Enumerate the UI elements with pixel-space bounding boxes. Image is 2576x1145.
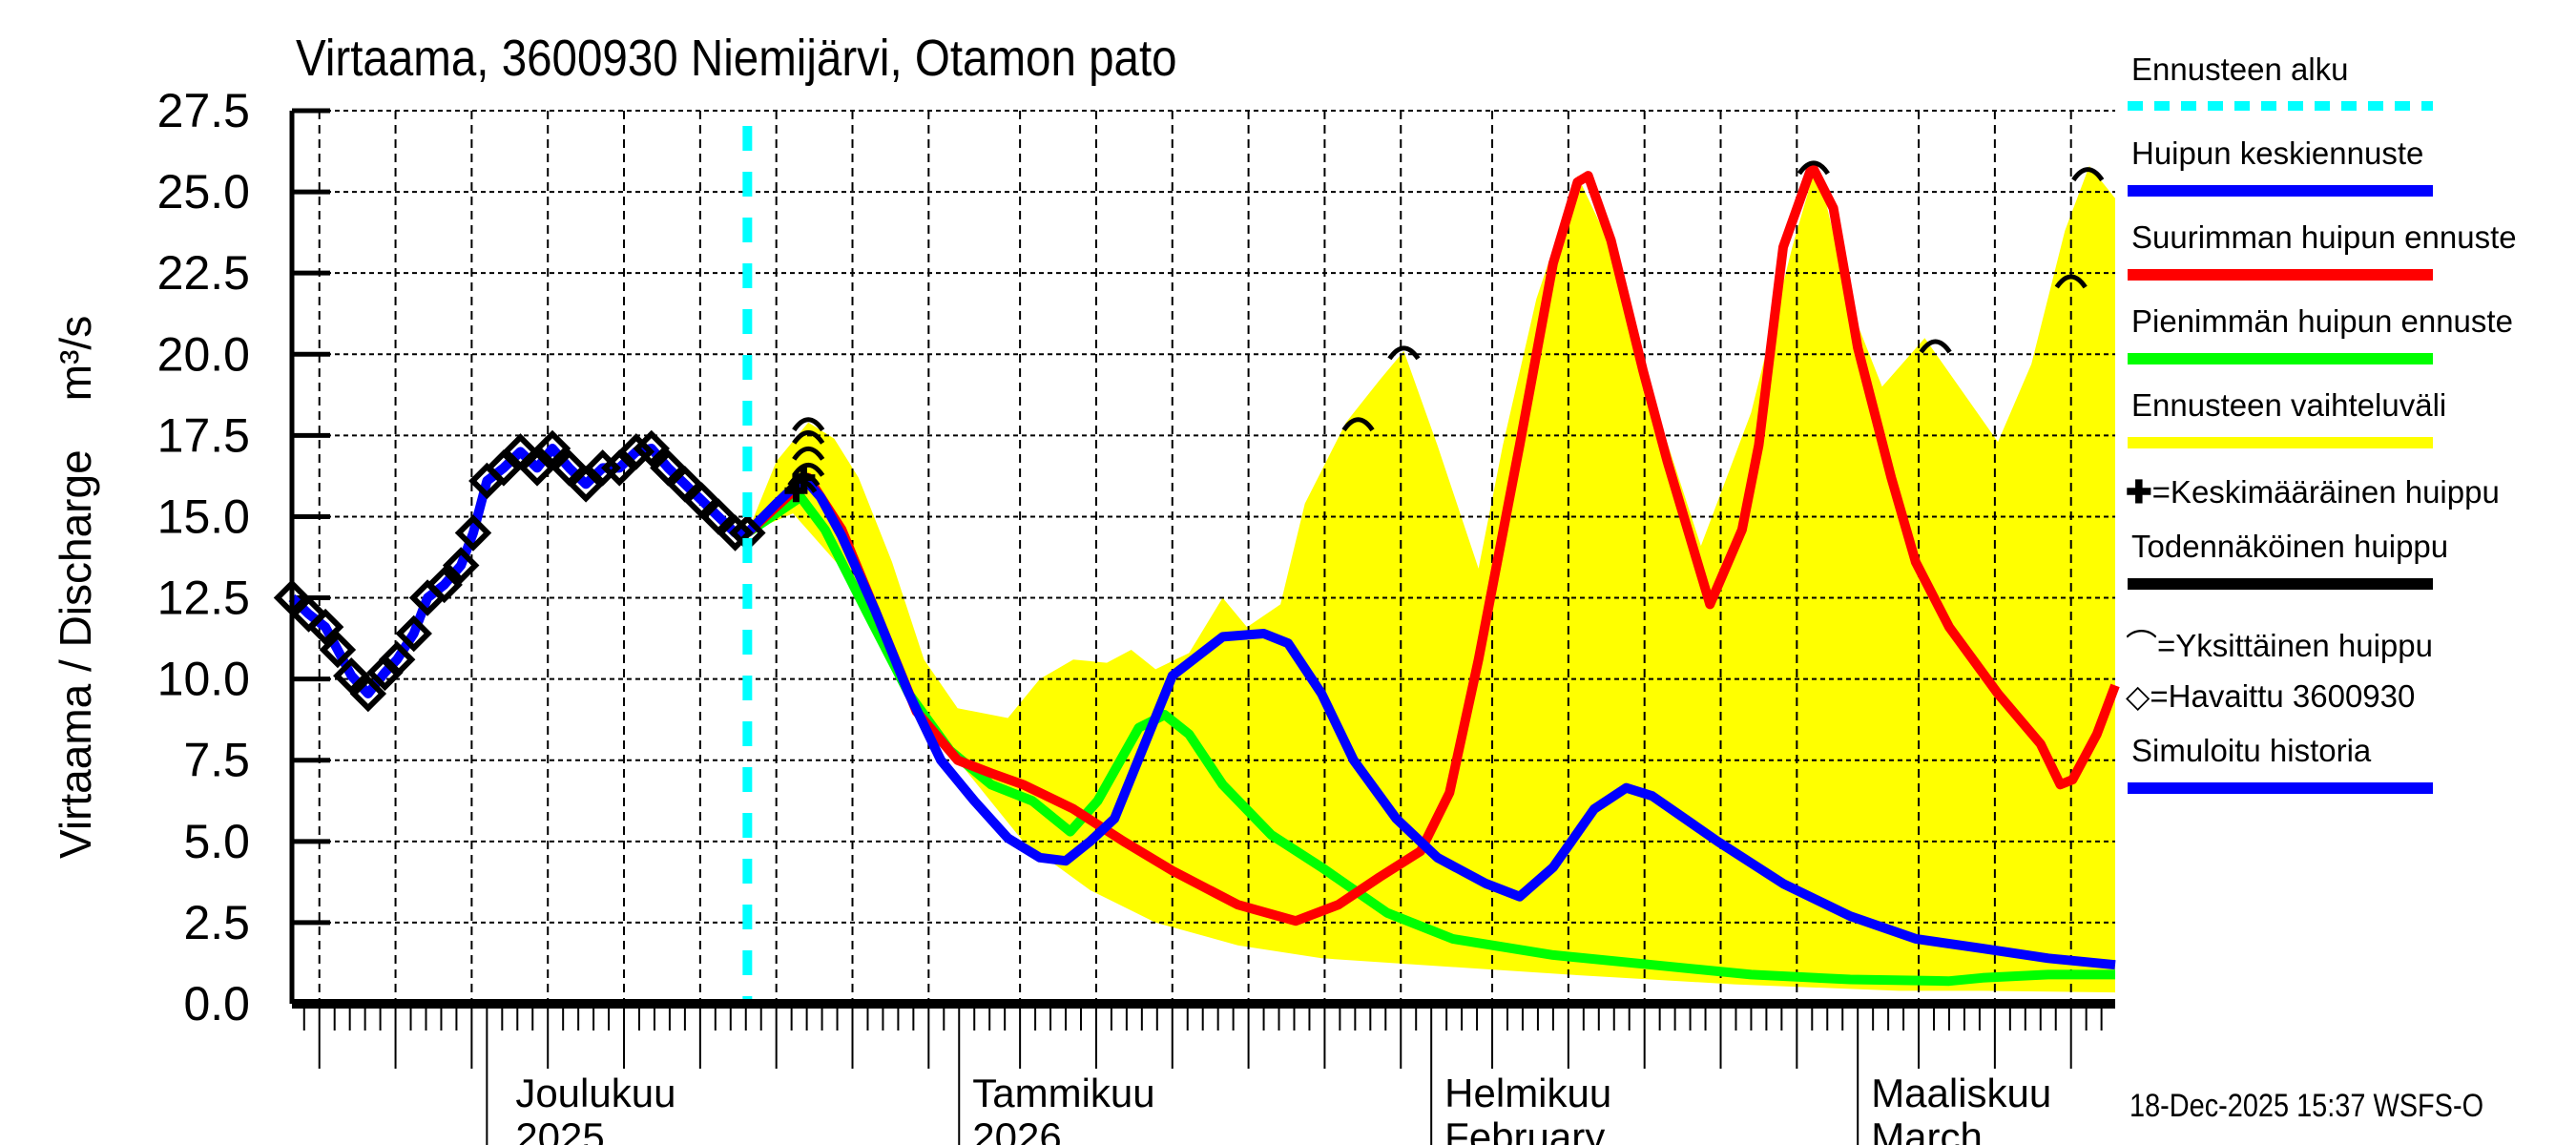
legend-label: =Havaittu 3600930	[2150, 678, 2416, 714]
observed-point	[454, 514, 492, 552]
legend-label: Ennusteen vaihteluväli	[2131, 387, 2447, 423]
month-label: Tammikuu	[972, 1071, 1154, 1115]
diamond-icon: ◇	[2126, 678, 2150, 714]
individual-peak-marker	[787, 472, 821, 488]
individual-peak-marker	[784, 478, 818, 493]
observed-point	[699, 498, 737, 535]
observed-point	[485, 449, 523, 487]
observed-point	[442, 547, 480, 584]
month-label: Joulukuu	[515, 1071, 675, 1115]
observed-point	[633, 429, 671, 468]
individual-peak-marker	[2071, 167, 2105, 182]
individual-peak-marker	[792, 429, 825, 445]
observed-point	[666, 466, 704, 503]
legend-line	[2128, 353, 2433, 364]
observed-point	[395, 614, 432, 653]
series-line-simuloitu-historia	[288, 444, 748, 698]
individual-peak-marker	[792, 446, 825, 461]
legend-line	[2128, 782, 2433, 794]
y-axis-label: Virtaama / Discharge m³/s	[51, 315, 100, 859]
legend-label: =Keskimääräinen huippu	[2151, 474, 2500, 510]
series-line-suurimman-huipun-ennuste	[744, 160, 2120, 926]
legend-label: Todennäköinen huippu	[2131, 529, 2449, 564]
individual-peak-marker	[1919, 339, 1952, 354]
individual-peak-marker	[1797, 160, 1830, 176]
legend-min-forecast: Pienimmän huipun ennuste	[2126, 300, 2574, 384]
observed-point	[378, 640, 416, 678]
legend-line	[2128, 437, 2433, 448]
observed-point	[426, 566, 463, 604]
year-label: 2025	[515, 1114, 604, 1145]
chart-title: Virtaama, 3600930 Niemijärvi, Otamon pat…	[296, 30, 1177, 87]
y-tick-label: 17.5	[157, 408, 250, 462]
legend-dashed-line	[2128, 101, 2433, 111]
legend-max-forecast: Suurimman huipun ennuste	[2126, 216, 2574, 300]
observed-point	[333, 656, 370, 695]
y-tick-label: 2.5	[183, 896, 250, 949]
series-line-huipun-keskiennuste	[743, 472, 2116, 970]
legend-label: Suurimman huipun ennuste	[2131, 219, 2517, 255]
legend-range: Ennusteen vaihteluväli	[2126, 384, 2574, 468]
observed-point	[551, 449, 588, 487]
legend-label: Pienimmän huipun ennuste	[2131, 303, 2513, 339]
month-label: Maaliskuu	[1871, 1071, 2051, 1115]
legend-line	[2128, 578, 2433, 590]
individual-peak-marker	[1341, 417, 1375, 432]
y-tick-label: 20.0	[157, 327, 250, 381]
y-tick-label: 22.5	[157, 246, 250, 300]
y-tick-label: 25.0	[157, 165, 250, 219]
legend-simulated-history: Simuloitu historia	[2126, 729, 2574, 813]
observed-point	[717, 514, 754, 552]
individual-peak-marker	[792, 417, 825, 432]
arc-icon: ⌒	[2126, 628, 2157, 663]
observed-point	[502, 433, 539, 470]
legend-forecast-start: Ennusteen alku	[2126, 48, 2574, 132]
legend: Ennusteen alku Huipun keskiennuste Suuri…	[2126, 48, 2574, 813]
forecast-range-band	[747, 162, 2115, 993]
month-label: Helmikuu	[1444, 1071, 1611, 1115]
individual-peak-marker	[2054, 274, 2088, 289]
legend-mean-forecast: Huipun keskiennuste	[2126, 132, 2574, 216]
y-tick-label: 0.0	[183, 977, 250, 1030]
y-tick-label: 12.5	[157, 572, 250, 625]
observed-point	[306, 608, 344, 646]
y-tick-label: 15.0	[157, 489, 250, 543]
plus-icon: ✚	[2126, 474, 2152, 510]
legend-line	[2128, 269, 2433, 281]
legend-line	[2128, 185, 2433, 197]
observed-point	[601, 449, 638, 487]
y-tick-label: 27.5	[157, 84, 250, 137]
observed-point	[349, 675, 387, 713]
year-label: 2026	[972, 1114, 1061, 1145]
legend-single-peak: ⌒=Yksittäinen huippu	[2126, 614, 2574, 672]
legend-label: =Yksittäinen huippu	[2157, 628, 2433, 663]
observed-point	[617, 433, 655, 470]
observed-point	[518, 449, 556, 487]
year-label: February	[1444, 1114, 1605, 1145]
observed-point	[650, 449, 687, 487]
legend-label: Huipun keskiennuste	[2131, 135, 2424, 171]
observed-point	[533, 429, 571, 468]
legend-mean-peak: ✚=Keskimääräinen huippu	[2126, 468, 2574, 525]
year-label: March	[1871, 1114, 1983, 1145]
y-tick-label: 10.0	[157, 653, 250, 706]
legend-label: Simuloitu historia	[2131, 733, 2372, 768]
legend-label: Ennusteen alku	[2131, 52, 2349, 87]
observed-point	[319, 631, 357, 669]
individual-peak-marker	[792, 462, 825, 477]
individual-peak-marker	[1387, 345, 1421, 361]
y-tick-label: 5.0	[183, 815, 250, 868]
legend-probable-peak: Todennäköinen huippu	[2126, 525, 2574, 609]
legend-observed: ◇=Havaittu 3600930	[2126, 672, 2574, 729]
observed-point	[683, 482, 720, 519]
y-tick-label: 7.5	[183, 734, 250, 787]
observed-point	[567, 466, 605, 503]
timestamp: 18-Dec-2025 15:37 WSFS-O	[2129, 1088, 2484, 1124]
